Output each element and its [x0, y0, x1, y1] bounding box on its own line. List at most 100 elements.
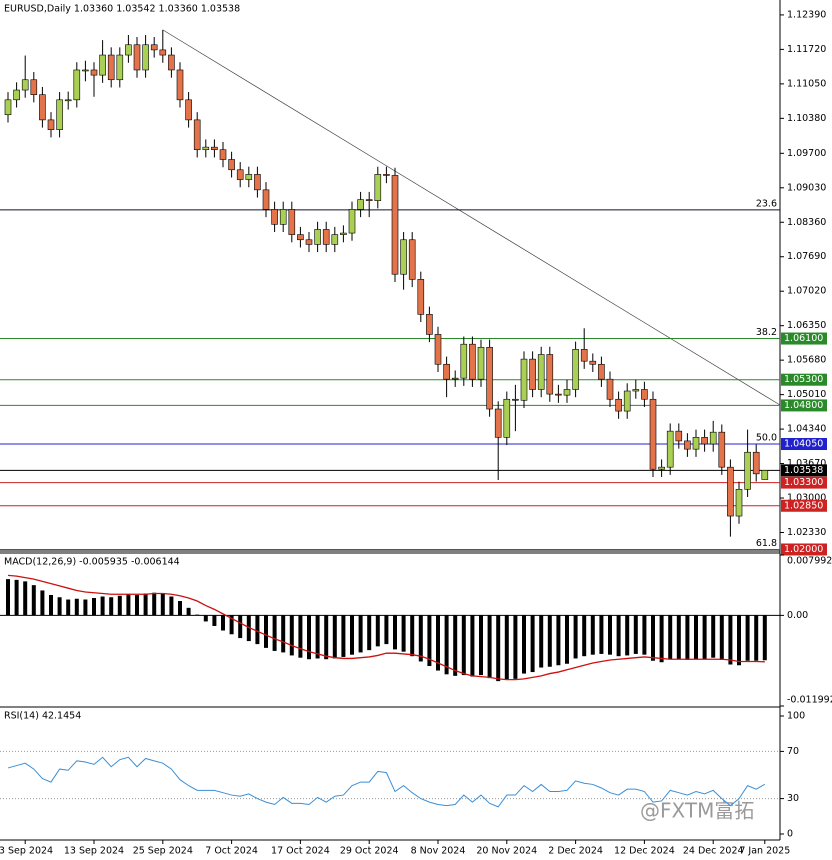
macd-bar	[109, 597, 114, 616]
level-box	[781, 332, 827, 345]
candle-body	[494, 408, 502, 438]
candle-body	[546, 354, 554, 395]
macd-bar	[410, 615, 415, 657]
y-tick-label: 1.11050	[787, 78, 826, 89]
fib-label: 61.8	[756, 538, 777, 549]
candle-body	[21, 79, 29, 91]
candle-body	[727, 466, 734, 517]
candle-body	[305, 239, 313, 245]
level-box	[781, 373, 827, 386]
candle-body	[701, 437, 708, 445]
macd-bar	[57, 597, 62, 616]
candle-body	[107, 54, 115, 81]
candle-body	[168, 54, 175, 71]
candle-body	[331, 234, 339, 245]
x-tick-label: 13 Sep 2024	[64, 846, 124, 857]
macd-bar	[737, 615, 741, 666]
macd-bar	[74, 598, 79, 616]
macd-bar	[470, 615, 475, 677]
macd-bar	[625, 615, 630, 656]
candle-body	[236, 169, 244, 180]
macd-bar	[83, 599, 88, 616]
macd-bar	[461, 615, 466, 676]
y-tick-label: 1.02330	[787, 527, 826, 538]
candle-body	[623, 390, 631, 412]
macd-bar	[633, 615, 638, 654]
macd-bar	[676, 615, 681, 660]
fib-label: 38.2	[756, 327, 777, 338]
x-tick-label: 3 Sep 2024	[0, 846, 53, 857]
macd-bar	[694, 615, 698, 660]
candle-body	[47, 119, 55, 130]
candle-body	[400, 239, 407, 275]
candle-body	[520, 358, 528, 401]
candle-body	[632, 389, 640, 392]
macd-bar	[522, 615, 526, 674]
macd-bar	[547, 615, 552, 667]
candle-body	[615, 398, 622, 412]
macd-bar	[66, 599, 71, 616]
y-tick-label: 1.08360	[787, 217, 826, 228]
candle-body	[279, 209, 287, 225]
macd-bar	[685, 615, 690, 660]
level-label: 1.04800	[784, 400, 823, 411]
macd-bar	[272, 615, 277, 651]
candle-body	[752, 451, 760, 475]
candle-body	[245, 174, 253, 180]
macd-bar	[40, 590, 45, 616]
macd-bar	[341, 615, 346, 657]
level-label: 1.03538	[784, 465, 823, 476]
macd-bar	[504, 615, 509, 680]
level-box	[781, 543, 827, 556]
macd-bar	[375, 615, 380, 647]
macd-bar	[49, 594, 53, 616]
macd-bar	[31, 585, 36, 616]
fib-label: 23.6	[756, 198, 777, 209]
candle-body	[56, 99, 63, 130]
candle-body	[512, 398, 519, 401]
macd-bar	[496, 615, 501, 682]
candle-body	[589, 360, 597, 365]
candle-body	[709, 431, 717, 445]
macd-bar	[229, 615, 234, 635]
macd-bar	[608, 615, 612, 655]
candle-body	[125, 44, 132, 56]
level-box	[781, 399, 827, 412]
panel-title: MACD(12,26,9) -0.005935 -0.006144	[4, 557, 180, 568]
signal-line	[7, 574, 765, 681]
x-tick-label: 7 Oct 2024	[205, 846, 258, 857]
macd-bar	[479, 615, 483, 676]
macd-bar	[668, 615, 673, 660]
candle-body	[133, 44, 141, 71]
macd-bar	[651, 615, 655, 661]
candle-body	[408, 239, 416, 280]
macd-bar	[332, 615, 337, 659]
candle-body	[4, 99, 12, 116]
macd-bar	[487, 615, 492, 679]
candle-body	[666, 430, 674, 468]
macd-bar	[100, 596, 105, 616]
candle-body	[572, 349, 579, 390]
level-label: 1.02850	[784, 500, 823, 511]
candle-body	[692, 437, 700, 450]
candle-body	[13, 89, 20, 101]
macd-bar	[143, 593, 148, 616]
macd-bar	[418, 615, 423, 662]
macd-bar	[582, 615, 587, 657]
candle-body	[443, 363, 450, 380]
macd-bar	[573, 615, 578, 659]
y-tick-label: 70	[787, 746, 799, 757]
chart-title: EURUSD,Daily 1.03360 1.03542 1.03360 1.0…	[4, 4, 240, 15]
macd-bar	[350, 615, 354, 655]
candle-body	[658, 466, 665, 470]
macd-bar	[539, 615, 544, 668]
y-tick-label: 1.06350	[787, 320, 826, 331]
macd-bar	[195, 614, 200, 616]
level-label: 1.03300	[784, 477, 823, 488]
macd-bar	[444, 615, 449, 675]
candle-body	[598, 363, 605, 380]
macd-bar	[178, 601, 182, 616]
macd-bar	[616, 615, 621, 657]
candle-body	[64, 99, 72, 102]
